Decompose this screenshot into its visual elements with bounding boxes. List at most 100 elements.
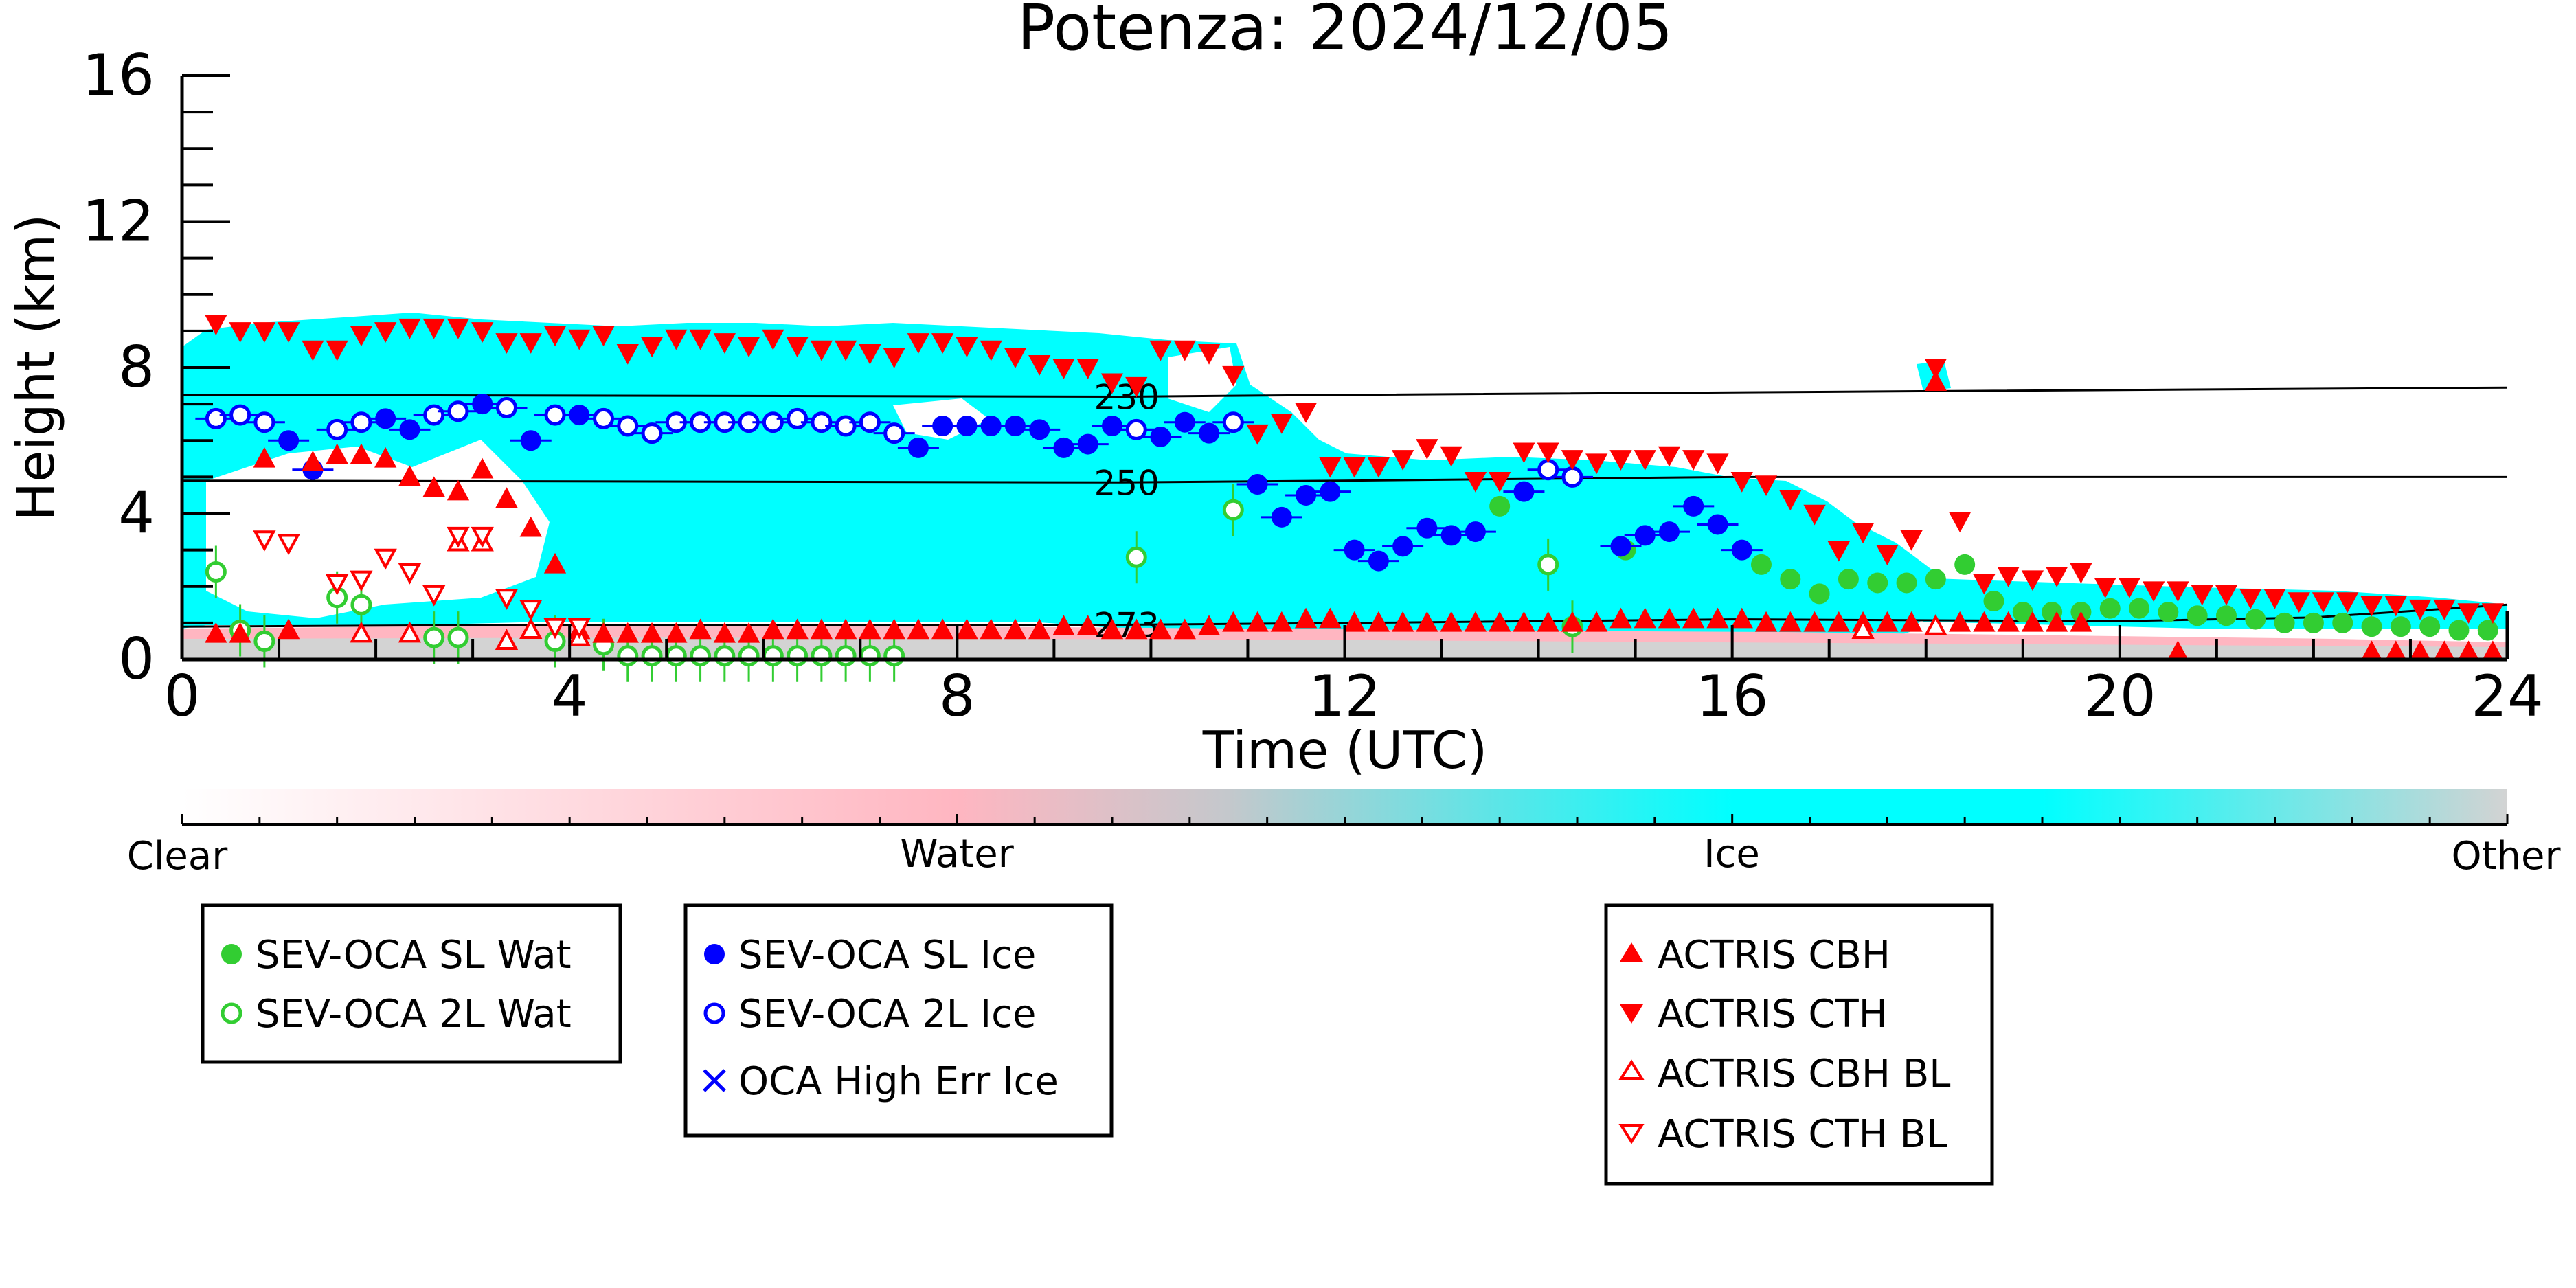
- marker-actris-cth: [2239, 588, 2262, 609]
- marker-actris-cth: [1367, 457, 1390, 478]
- marker-sl-ice: [1368, 550, 1389, 572]
- marker-actris-cth: [616, 344, 639, 365]
- legend-ice: SEV-OCA SL Ice SEV-OCA 2L Ice OCA High E…: [683, 903, 1114, 1138]
- marker-actris-cth: [277, 322, 300, 343]
- marker-actris-cbh: [2457, 640, 2480, 662]
- marker-actris-cth: [859, 344, 881, 365]
- marker-sl-ice: [1029, 419, 1050, 440]
- marker-2l-wat: [350, 594, 372, 615]
- marker-actris-cth: [640, 337, 664, 358]
- marker-2l-ice: [617, 415, 639, 437]
- marker-2l-ice: [544, 404, 566, 426]
- marker-actris-cbh: [2433, 640, 2456, 662]
- legend-cbh-bl-marker: [1618, 1059, 1645, 1080]
- legend-2l-wat-marker: [221, 1002, 242, 1024]
- marker-sl-ice: [1150, 426, 1171, 447]
- marker-actris-cbh: [1125, 618, 1148, 640]
- marker-sl-ice: [278, 430, 300, 451]
- marker-actris-cth-bl: [543, 618, 567, 640]
- marker-actris-cth: [2118, 578, 2141, 598]
- marker-actris-cth: [1609, 450, 1632, 471]
- marker-actris-cth: [1537, 442, 1559, 464]
- marker-2l-wat: [690, 645, 712, 667]
- marker-2l-wat: [835, 645, 857, 667]
- marker-actris-cth-bl: [277, 534, 300, 556]
- marker-sl-ice: [399, 419, 420, 440]
- marker-sl-ice: [1731, 539, 1752, 561]
- marker-actris-cth: [1440, 446, 1462, 467]
- marker-2l-ice: [423, 404, 445, 426]
- marker-actris-cth: [519, 333, 542, 354]
- marker-actris-cth: [1125, 376, 1148, 398]
- marker-actris-cth: [2094, 578, 2116, 598]
- marker-sl-wat: [2129, 598, 2150, 619]
- marker-actris-cbh: [810, 618, 833, 640]
- marker-actris-cth: [2167, 581, 2189, 602]
- legend-ice-box: [683, 903, 1114, 1138]
- marker-actris-cth: [834, 340, 857, 361]
- marker-actris-cth: [495, 333, 518, 354]
- marker-actris-cth-bl: [447, 526, 470, 548]
- marker-actris-cth: [471, 322, 494, 343]
- marker-actris-cbh: [1489, 611, 1511, 632]
- marker-actris-cbh: [205, 622, 227, 643]
- marker-2l-ice: [326, 418, 348, 440]
- marker-sl-wat: [1867, 572, 1888, 594]
- marker-actris-cth: [1754, 475, 1778, 496]
- marker-actris-cth: [665, 329, 688, 350]
- marker-sl-wat: [2274, 612, 2295, 633]
- marker-actris-cth: [1052, 359, 1075, 379]
- legend-sl-ice-marker: [704, 944, 725, 964]
- marker-actris-cbh: [2021, 611, 2044, 632]
- marker-sl-ice: [956, 416, 978, 436]
- contour-label-230: 230: [1094, 378, 1159, 418]
- legend-actris-box: [1604, 903, 1994, 1186]
- marker-actris-cbh: [592, 622, 615, 643]
- marker-actris-cth: [1851, 523, 1875, 544]
- marker-sl-ice: [1271, 506, 1292, 528]
- marker-sl-ice: [569, 405, 590, 426]
- marker-sl-ice: [472, 394, 493, 415]
- marker-actris-cbh: [1948, 611, 1971, 632]
- marker-sl-ice: [932, 416, 953, 436]
- marker-actris-cth: [1585, 453, 1608, 475]
- marker-actris-cbh: [2384, 640, 2407, 662]
- marker-actris-cth: [1561, 450, 1584, 471]
- marker-sl-ice: [1707, 514, 1728, 535]
- marker-sl-wat: [1489, 495, 1511, 517]
- marker-sl-wat: [1983, 591, 2004, 611]
- marker-2l-wat: [1125, 546, 1147, 568]
- marker-actris-cbh-bl: [398, 621, 422, 643]
- marker-actris-cth: [1416, 439, 1438, 460]
- marker-actris-cth: [931, 333, 954, 354]
- marker-sl-wat: [2245, 609, 2266, 630]
- marker-actris-cth: [1803, 504, 1826, 526]
- marker-actris-cbh: [302, 451, 324, 471]
- marker-actris-cbh: [543, 552, 567, 574]
- marker-2l-wat: [253, 630, 275, 652]
- legend-water-box: [201, 903, 622, 1064]
- marker-2l-ice: [762, 411, 784, 433]
- x-tick-label: 0: [164, 663, 201, 730]
- marker-actris-cbh: [1173, 618, 1196, 640]
- marker-2l-wat: [762, 645, 784, 667]
- x-tick-label: 12: [1309, 663, 1381, 730]
- marker-sl-ice: [1247, 474, 1268, 495]
- marker-actris-cth: [1028, 354, 1051, 376]
- y-tick-label: 0: [118, 626, 155, 692]
- marker-actris-cbh: [1343, 611, 1366, 632]
- marker-actris-cbh: [374, 447, 397, 468]
- marker-actris-cbh: [786, 618, 809, 640]
- marker-actris-cbh: [1876, 611, 1899, 632]
- colorbar-label-ice: Ice: [1704, 832, 1760, 877]
- marker-actris-cbh: [1391, 611, 1414, 632]
- y-axis-label: Height (km): [5, 214, 66, 521]
- contour-line-250: [181, 475, 2507, 484]
- marker-actris-cbh: [519, 516, 542, 537]
- marker-sl-ice: [1440, 525, 1462, 546]
- marker-2l-ice: [1125, 418, 1147, 440]
- legend-cth-marker: [1620, 1004, 1643, 1024]
- marker-actris-cbh: [2046, 611, 2068, 632]
- marker-actris-cbh: [1997, 611, 2020, 632]
- marker-actris-cth: [398, 318, 421, 339]
